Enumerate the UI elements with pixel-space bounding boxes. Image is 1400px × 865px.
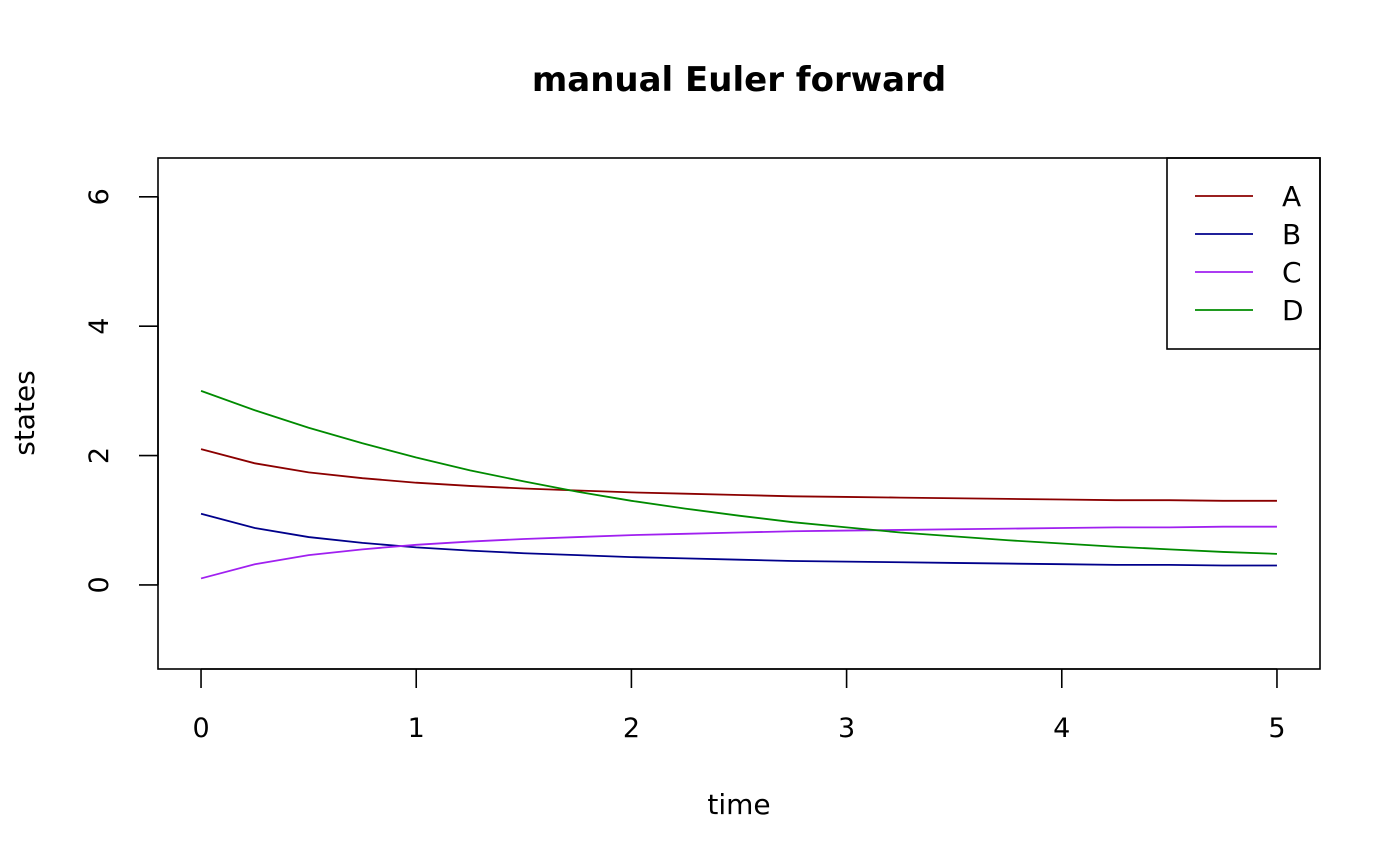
series-line-a bbox=[200, 448, 1277, 502]
y-tick-label: 6 bbox=[84, 188, 115, 205]
legend-label-b: B bbox=[1282, 218, 1301, 251]
x-tick-label: 4 bbox=[1053, 713, 1070, 744]
legend-label-c: C bbox=[1282, 256, 1302, 289]
plot-area-frame bbox=[157, 157, 1321, 670]
x-axis-label: time bbox=[707, 788, 770, 821]
x-tick-label: 5 bbox=[1268, 713, 1285, 744]
x-tick-label: 0 bbox=[192, 713, 209, 744]
y-axis: 0 2 4 6 bbox=[84, 188, 159, 594]
y-tick-label: 0 bbox=[84, 576, 115, 593]
x-tick-label: 3 bbox=[838, 713, 855, 744]
series-line-b bbox=[200, 512, 1277, 567]
y-tick-label: 4 bbox=[84, 318, 115, 335]
x-tick-label: 2 bbox=[623, 713, 640, 744]
y-tick-label: 2 bbox=[84, 447, 115, 464]
y-axis-label: states bbox=[8, 370, 41, 456]
legend-label-d: D bbox=[1282, 294, 1304, 327]
x-tick-label: 1 bbox=[408, 713, 425, 744]
chart-title: manual Euler forward bbox=[532, 60, 946, 100]
series-layer bbox=[200, 390, 1277, 580]
series-line-c bbox=[200, 525, 1277, 580]
legend-label-a: A bbox=[1282, 180, 1301, 213]
x-axis: 0 1 2 3 4 5 bbox=[192, 668, 1286, 744]
legend-frame bbox=[1166, 157, 1321, 350]
series-line-d bbox=[200, 390, 1277, 555]
